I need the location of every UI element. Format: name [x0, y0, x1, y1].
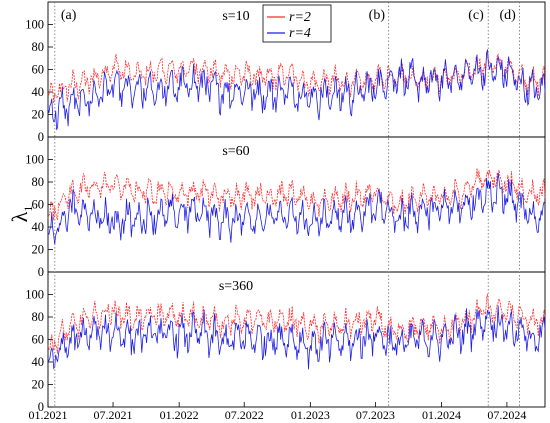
y-tick-label: 60 [32, 198, 45, 212]
x-tick-label: 07.2023 [356, 408, 395, 422]
panel-title: s=10 [222, 9, 249, 24]
y-tick-label: 0 [38, 265, 44, 279]
event-marker-label: (d) [499, 8, 516, 23]
y-tick-label: 80 [32, 40, 45, 54]
panel-title: s=360 [219, 279, 253, 294]
y-tick-label: 20 [32, 243, 45, 257]
y-tick-label: 40 [32, 85, 45, 99]
series-line-r2 [47, 168, 546, 221]
y-tick-label: 40 [32, 220, 45, 234]
legend-label-r4: r=4 [289, 26, 311, 41]
series-line-r4 [47, 172, 546, 245]
legend-label-r2: r=2 [289, 10, 311, 25]
x-tick-label: 01.2022 [160, 408, 199, 422]
y-tick-label: 40 [32, 355, 45, 369]
y-tick-label: 60 [32, 63, 45, 77]
y-tick-label: 100 [25, 153, 44, 167]
y-tick-label: 80 [32, 310, 45, 324]
legend: r=2 r=4 [262, 4, 332, 43]
y-tick-label: 20 [32, 108, 45, 122]
y-tick-label: 20 [32, 378, 45, 392]
series-line-r4 [47, 49, 546, 131]
series-line-r2 [47, 293, 546, 354]
panel-frame [47, 136, 546, 273]
panel-title: s=60 [222, 144, 249, 159]
y-tick-label: 80 [32, 175, 45, 189]
event-marker-label: (b) [369, 8, 386, 23]
event-markers: (a) (b) (c) (d) [54, 2, 520, 407]
x-tick-label: 07.2021 [94, 408, 133, 422]
series-line-r4 [47, 305, 546, 370]
x-tick-label: 01.2024 [422, 408, 461, 422]
event-marker-label: (a) [61, 8, 77, 23]
x-tick-label: 07.2022 [225, 408, 264, 422]
panel-3: 0 20 40 60 80 100 s=360 [25, 271, 546, 414]
x-tick-label: 01.2023 [291, 408, 330, 422]
x-tick-label: 07.2024 [487, 408, 526, 422]
event-marker-label: (c) [468, 8, 484, 23]
y-tick-label: 0 [38, 400, 44, 414]
x-tick-label: 01.2021 [29, 408, 68, 422]
y-tick-label: 100 [25, 18, 44, 32]
x-axis: 01.2021 07.2021 01.2022 07.2022 01.2023 07.20… [29, 402, 526, 422]
y-axis-label: λ1 [7, 206, 35, 223]
panel-2: 0 20 40 60 80 100 s=60 [25, 136, 546, 279]
y-tick-label: 60 [32, 333, 45, 347]
panels-layer: 0 20 40 60 80 100 s=10 0 20 40 60 80 100 s=60 0 20 40 60 8… [25, 1, 546, 414]
y-tick-label: 0 [38, 130, 44, 144]
y-tick-label: 100 [25, 288, 44, 302]
legend-box [262, 4, 332, 43]
